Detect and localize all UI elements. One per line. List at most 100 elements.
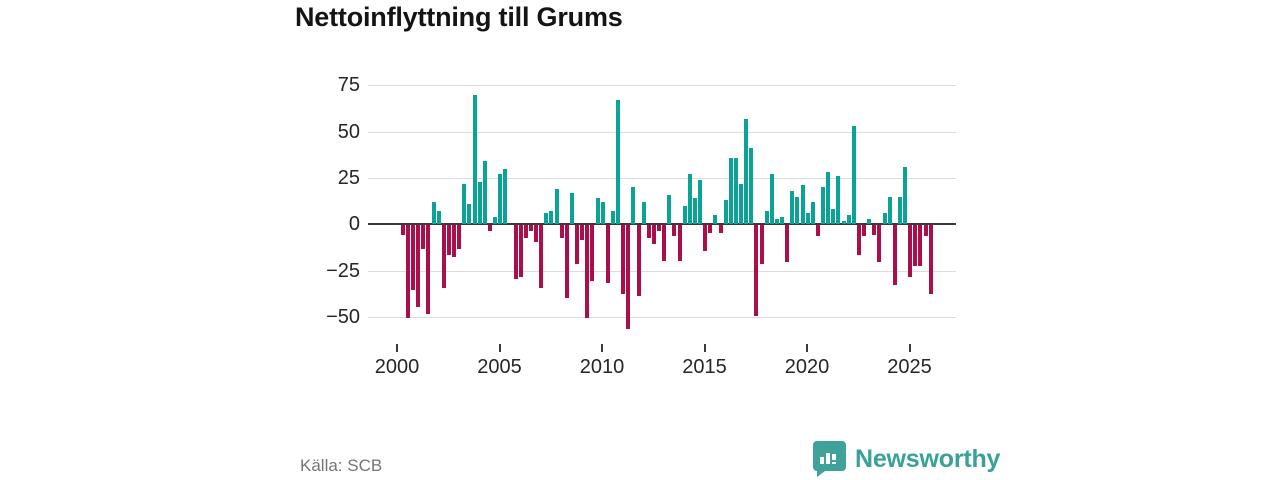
bar-2014Q3 bbox=[698, 179, 703, 225]
y-axis-tick-label: −25 bbox=[326, 259, 360, 282]
bar-2014Q4 bbox=[703, 225, 708, 252]
bar-2007Q1 bbox=[544, 213, 549, 225]
x-axis-tick-mark bbox=[396, 344, 398, 352]
bar-2012Q2 bbox=[651, 225, 656, 244]
bar-2000Q2 bbox=[405, 225, 410, 318]
bar-2017Q2 bbox=[754, 225, 759, 317]
bar-2019Q4 bbox=[805, 213, 810, 225]
bar-2024Q3 bbox=[903, 166, 908, 225]
bar-2017Q1 bbox=[749, 148, 754, 225]
bar-2020Q3 bbox=[821, 187, 826, 225]
bar-2003Q3 bbox=[472, 94, 477, 225]
bar-2022Q3 bbox=[862, 225, 867, 237]
bar-2011Q3 bbox=[636, 225, 641, 296]
x-axis-tick-label: 2025 bbox=[887, 356, 932, 378]
source-label: Källa: SCB bbox=[300, 456, 383, 475]
bar-2009Q4 bbox=[600, 202, 605, 225]
y-axis-tick-label: −50 bbox=[326, 305, 360, 328]
x-axis-tick-mark bbox=[703, 344, 706, 352]
bar-2017Q4 bbox=[764, 211, 769, 225]
bar-2023Q4 bbox=[887, 196, 892, 225]
newsworthy-logo: Newsworthy bbox=[813, 441, 1000, 477]
bar-2002Q3 bbox=[452, 225, 457, 257]
bar-2018Q2 bbox=[774, 218, 779, 225]
gridline bbox=[368, 131, 956, 133]
bar-2000Q1 bbox=[400, 225, 405, 235]
gridline bbox=[368, 177, 956, 179]
bar-2021Q3 bbox=[841, 220, 846, 225]
y-axis-tick-label: 25 bbox=[337, 166, 360, 189]
bar-2019Q3 bbox=[800, 185, 805, 225]
bar-2025Q3 bbox=[923, 225, 928, 237]
bar-2004Q2 bbox=[487, 225, 492, 231]
bar-2021Q2 bbox=[836, 176, 841, 225]
bar-2012Q1 bbox=[646, 225, 651, 239]
bar-2005Q1 bbox=[503, 168, 508, 225]
bar-2004Q1 bbox=[482, 161, 487, 225]
bar-2019Q1 bbox=[790, 190, 795, 225]
bar-2016Q3 bbox=[739, 183, 744, 225]
bar-2016Q2 bbox=[733, 157, 738, 225]
bar-2009Q2 bbox=[590, 225, 595, 281]
bar-2001Q3 bbox=[431, 202, 436, 225]
bar-2003Q4 bbox=[477, 181, 482, 225]
bar-2001Q2 bbox=[426, 225, 431, 315]
bar-2013Q4 bbox=[682, 205, 687, 225]
y-axis-tick-label: 50 bbox=[337, 120, 360, 143]
bar-2008Q2 bbox=[569, 192, 574, 225]
bar-2007Q4 bbox=[559, 225, 564, 239]
bar-2023Q3 bbox=[882, 213, 887, 225]
x-axis-tick-mark bbox=[601, 344, 603, 352]
bar-2012Q4 bbox=[662, 225, 667, 261]
bar-2004Q3 bbox=[493, 216, 498, 225]
x-axis-tick-label: 2005 bbox=[477, 356, 522, 378]
bar-2023Q1 bbox=[872, 225, 877, 235]
bar-2024Q1 bbox=[892, 225, 897, 285]
bar-2008Q4 bbox=[580, 225, 585, 241]
bar-2009Q1 bbox=[585, 225, 590, 318]
bar-2010Q3 bbox=[616, 100, 621, 225]
bar-2022Q1 bbox=[851, 126, 856, 225]
bar-2025Q1 bbox=[913, 225, 918, 267]
bar-2008Q3 bbox=[575, 225, 580, 265]
bar-2002Q2 bbox=[446, 225, 451, 255]
bar-2023Q2 bbox=[877, 225, 882, 263]
bar-2018Q4 bbox=[785, 225, 790, 263]
bar-2002Q1 bbox=[441, 225, 446, 289]
bar-2018Q3 bbox=[780, 216, 785, 225]
bar-2002Q4 bbox=[457, 225, 462, 250]
bar-2016Q4 bbox=[744, 118, 749, 225]
bar-2006Q3 bbox=[534, 225, 539, 242]
bar-2015Q1 bbox=[708, 225, 713, 233]
gridline bbox=[368, 270, 956, 272]
bar-2021Q1 bbox=[831, 209, 836, 225]
bar-2011Q1 bbox=[626, 225, 631, 330]
bar-2022Q2 bbox=[856, 225, 861, 255]
x-axis-tick-label: 2000 bbox=[374, 356, 420, 378]
bar-2014Q2 bbox=[692, 198, 697, 225]
y-axis-tick-label: 75 bbox=[337, 74, 360, 97]
bar-2006Q4 bbox=[539, 225, 544, 289]
bar-2014Q1 bbox=[687, 174, 692, 225]
bar-2011Q4 bbox=[641, 202, 646, 225]
newsworthy-wordmark: Newsworthy bbox=[855, 444, 1001, 473]
bar-2001Q1 bbox=[421, 225, 426, 250]
bar-2010Q1 bbox=[605, 225, 610, 283]
x-axis-tick-label: 2020 bbox=[784, 356, 830, 378]
bar-2013Q3 bbox=[677, 225, 682, 261]
bar-2024Q4 bbox=[908, 225, 913, 278]
bar-2018Q1 bbox=[769, 174, 774, 225]
bar-2022Q4 bbox=[867, 218, 872, 225]
x-axis-tick-label: 2015 bbox=[682, 356, 727, 378]
bar-2025Q4 bbox=[928, 225, 933, 294]
bar-2006Q2 bbox=[528, 225, 533, 231]
bar-2017Q3 bbox=[759, 225, 764, 265]
bar-2020Q4 bbox=[826, 172, 831, 225]
bar-2025Q2 bbox=[918, 225, 923, 267]
x-axis-tick-mark bbox=[498, 344, 501, 352]
bar-2000Q3 bbox=[411, 225, 416, 291]
bar-2008Q1 bbox=[564, 225, 569, 298]
bar-2007Q3 bbox=[554, 189, 559, 225]
